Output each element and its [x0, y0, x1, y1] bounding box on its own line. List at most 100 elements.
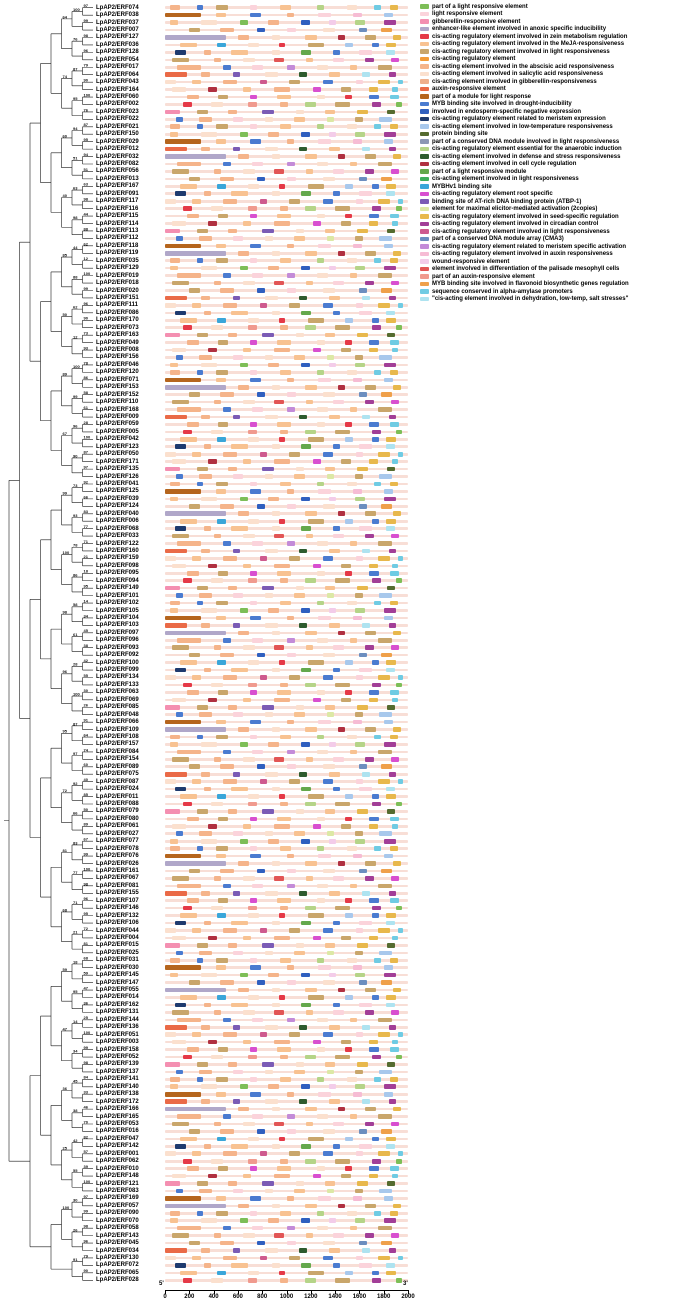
cis-element-segment [191, 303, 202, 308]
cis-element-segment [316, 734, 325, 740]
cis-element-segment [344, 571, 353, 576]
promoter-backbone [165, 1011, 408, 1014]
cis-element-segment [217, 317, 226, 323]
gene-label: LpAP2/ERF054 [96, 56, 139, 63]
cis-element-segment [298, 1024, 308, 1030]
cis-element-segment [207, 1039, 218, 1045]
svg-text:47: 47 [63, 1026, 68, 1031]
cis-element-segment [316, 1114, 328, 1119]
svg-text:90: 90 [84, 1268, 89, 1273]
svg-text:88: 88 [84, 226, 89, 231]
cis-element-segment [304, 206, 316, 211]
gene-label: LpAP2/ERF161 [96, 867, 139, 874]
cis-element-segment [242, 935, 252, 941]
cis-element-segment [274, 563, 291, 569]
cis-element-segment [201, 548, 210, 554]
cis-element-segment [353, 12, 362, 18]
cis-element-segment [286, 504, 297, 509]
cis-element-segment [383, 496, 396, 502]
cis-element-segment [169, 265, 179, 271]
cis-element-segment [223, 1114, 231, 1119]
cis-element-segment [298, 146, 308, 152]
cis-element-segment [383, 608, 396, 613]
svg-text:40: 40 [84, 777, 89, 782]
cis-element-segment [240, 1084, 248, 1090]
legend-swatch-icon [420, 124, 429, 129]
cis-element-segment [354, 712, 364, 717]
cis-element-segment [365, 757, 374, 762]
gene-label: LpAP2/ERF107 [96, 897, 139, 904]
promoter-backbone [165, 772, 408, 776]
cis-element-segment [386, 518, 396, 524]
legend-item: part of a light responsive element [420, 3, 528, 10]
cis-element-segment [316, 64, 328, 70]
cis-element-segment [388, 1024, 396, 1030]
gene-label: LpAP2/ERF024 [96, 786, 139, 793]
cis-element-segment [377, 749, 393, 755]
cis-element-segment [169, 362, 179, 368]
cis-element-segment [332, 50, 340, 55]
legend-swatch-icon [420, 109, 429, 114]
cis-element-segment [332, 1233, 344, 1238]
cis-element-segment [369, 459, 378, 464]
cis-element-segment [337, 1106, 345, 1112]
cis-element-segment [183, 102, 192, 107]
promoter-backbone [165, 705, 408, 709]
cis-element-segment [359, 50, 372, 55]
cis-element-segment [304, 1277, 316, 1283]
promoter-backbone [165, 921, 408, 925]
cis-element-segment [199, 355, 213, 360]
cis-element-segment [257, 288, 265, 293]
cis-element-segment [228, 332, 237, 338]
cis-element-segment [322, 1240, 336, 1246]
svg-text:73: 73 [84, 331, 89, 336]
svg-text:86: 86 [84, 375, 89, 380]
cis-element-segment [271, 1002, 281, 1008]
cis-element-segment [377, 675, 390, 680]
cis-element-segment [174, 191, 186, 197]
cis-element-segment [172, 645, 190, 650]
cis-element-segment [201, 771, 210, 777]
gene-label: LpAP2/ERF157 [96, 741, 139, 748]
cis-element-segment [250, 258, 258, 264]
cis-element-segment [308, 437, 325, 442]
cis-element-segment [223, 451, 237, 457]
axis-tick-label: 0 [163, 1294, 167, 1300]
promoter-backbone [165, 415, 408, 419]
cis-element-segment [175, 1069, 184, 1075]
svg-text:60: 60 [63, 133, 68, 138]
cis-element-segment [296, 943, 304, 948]
cis-element-segment [377, 161, 393, 167]
cis-element-segment [383, 131, 396, 137]
cis-element-segment [268, 265, 280, 271]
svg-text:98: 98 [84, 1224, 89, 1229]
gene-label: LpAP2/ERF115 [96, 213, 139, 220]
cis-element-segment [191, 556, 202, 561]
cis-element-segment [335, 1158, 350, 1164]
gene-label: LpAP2/ERF038 [96, 12, 139, 19]
gene-label: LpAP2/ERF147 [96, 979, 139, 986]
cis-element-segment [199, 1069, 213, 1075]
cis-element-segment [381, 1240, 393, 1246]
cis-element-segment [169, 124, 180, 130]
cis-element-segment [335, 206, 350, 211]
cis-element-segment [316, 161, 328, 167]
cis-element-segment [386, 786, 395, 792]
cis-element-segment [274, 347, 291, 353]
cis-element-segment [233, 891, 241, 896]
gene-label: LpAP2/ERF032 [96, 153, 139, 160]
cis-element-segment [371, 437, 379, 442]
cis-element-segment [218, 422, 229, 427]
legend-label: element for maximal elicitor-mediated ac… [432, 206, 598, 212]
svg-text:70: 70 [84, 1119, 89, 1124]
cis-element-segment [335, 429, 350, 435]
cis-element-segment [280, 258, 292, 264]
promoter-backbone [165, 467, 408, 471]
cis-element-segment [301, 920, 311, 926]
promoter-backbone [165, 1219, 408, 1223]
cis-element-segment [377, 1114, 393, 1119]
cis-element-segment [293, 950, 305, 956]
gene-label: LpAP2/ERF034 [96, 1247, 139, 1254]
promoter-backbone [165, 1189, 408, 1193]
cis-element-segment [280, 1077, 292, 1082]
